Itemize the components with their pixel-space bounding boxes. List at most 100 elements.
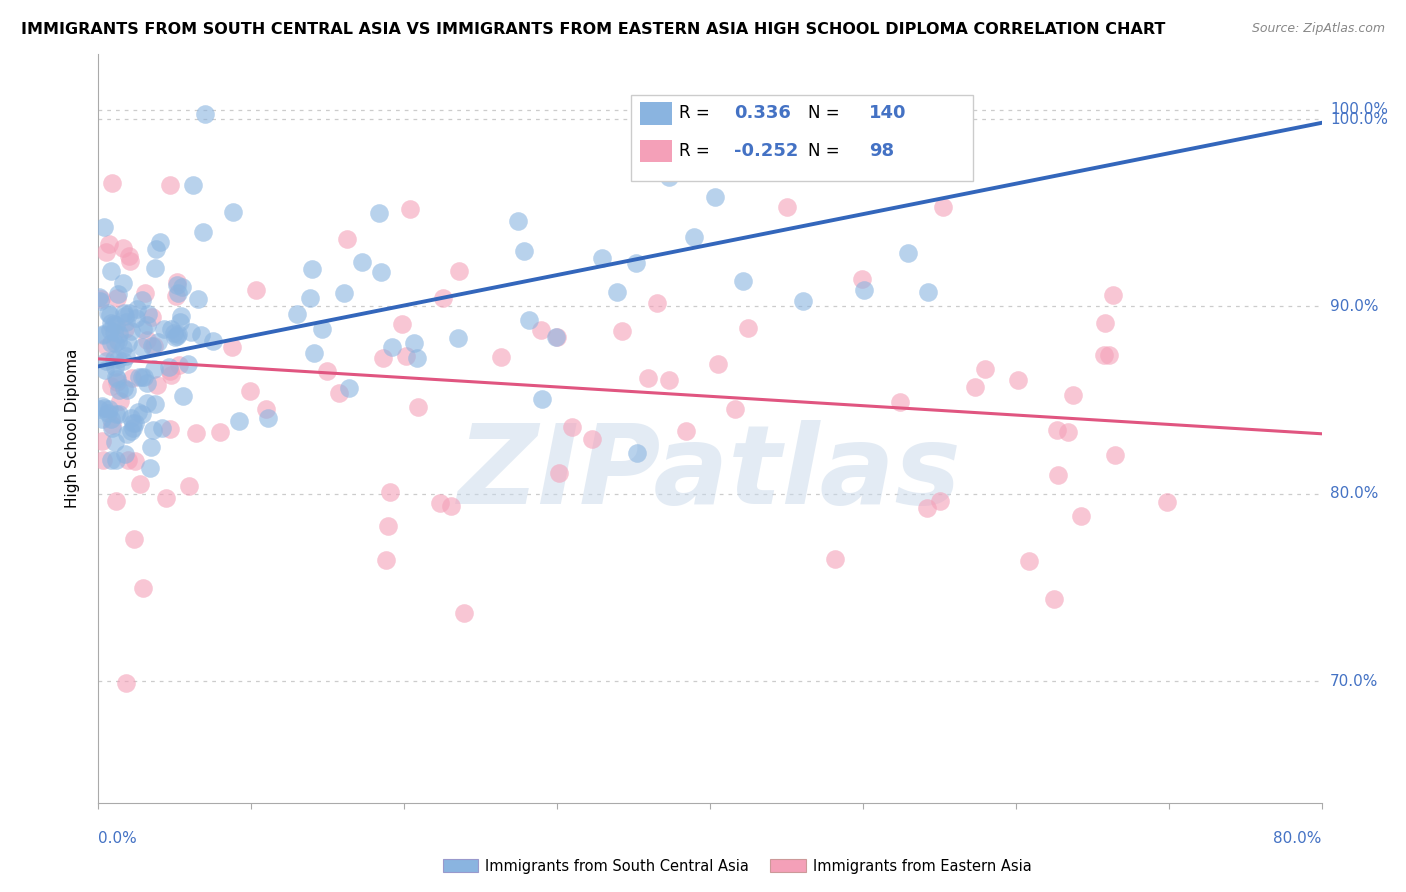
Point: [114, 322, 136, 336]
Point: [132, 322, 155, 336]
Point: [101, 418, 124, 433]
Point: [93, 452, 115, 467]
Point: [186, 425, 208, 440]
Text: Source: ZipAtlas.com: Source: ZipAtlas.com: [1251, 22, 1385, 36]
Point: [180, 326, 202, 340]
Point: [101, 421, 124, 435]
Point: [228, 414, 250, 428]
Point: [131, 369, 153, 384]
Point: [136, 318, 159, 333]
Point: [852, 283, 875, 297]
Point: [159, 178, 181, 193]
Point: [166, 328, 188, 343]
Point: [121, 371, 143, 385]
Point: [131, 293, 153, 307]
Point: [165, 289, 187, 303]
Point: [1094, 316, 1116, 330]
Point: [367, 205, 389, 219]
Point: [658, 373, 681, 387]
Point: [105, 371, 128, 385]
Point: [695, 103, 717, 117]
Point: [406, 400, 429, 414]
Point: [177, 479, 200, 493]
Point: [163, 330, 186, 344]
Point: [87, 402, 110, 417]
Point: [136, 307, 159, 321]
Point: [108, 407, 131, 421]
Point: [125, 310, 148, 325]
Point: [506, 214, 529, 228]
Point: [89, 290, 111, 304]
Point: [139, 461, 162, 475]
Point: [302, 345, 325, 359]
Point: [100, 412, 122, 426]
Point: [131, 340, 153, 354]
Point: [169, 315, 191, 329]
Point: [381, 340, 404, 354]
Point: [120, 324, 142, 338]
Point: [311, 322, 333, 336]
Point: [105, 375, 128, 389]
Point: [917, 285, 939, 300]
Point: [371, 351, 394, 365]
Point: [132, 582, 155, 596]
Point: [91, 327, 114, 342]
Point: [94, 244, 117, 259]
Point: [111, 241, 134, 255]
Point: [1018, 554, 1040, 568]
Point: [399, 202, 422, 216]
Point: [112, 381, 135, 395]
Point: [432, 291, 454, 305]
Point: [201, 334, 224, 348]
Text: 98: 98: [869, 142, 894, 160]
Point: [108, 384, 131, 398]
Point: [374, 553, 396, 567]
Point: [658, 169, 681, 184]
Point: [93, 401, 115, 415]
Point: [965, 380, 987, 394]
Point: [208, 425, 231, 439]
Point: [724, 402, 747, 417]
Point: [104, 435, 127, 450]
Point: [101, 176, 124, 190]
Point: [440, 499, 463, 513]
FancyBboxPatch shape: [640, 103, 672, 125]
Point: [222, 205, 245, 219]
Point: [136, 396, 159, 410]
Point: [166, 286, 188, 301]
Point: [517, 313, 540, 327]
Point: [905, 145, 928, 160]
Point: [112, 353, 135, 368]
Text: R =: R =: [679, 104, 716, 122]
Point: [117, 427, 139, 442]
Point: [103, 317, 125, 331]
Point: [1046, 467, 1069, 482]
Point: [135, 334, 157, 348]
Point: [181, 178, 204, 192]
Point: [624, 256, 647, 270]
Point: [128, 370, 150, 384]
Point: [105, 291, 128, 305]
Point: [127, 405, 149, 419]
Point: [120, 411, 142, 425]
Point: [146, 334, 169, 349]
Point: [141, 339, 163, 353]
Point: [91, 327, 114, 342]
Point: [221, 340, 243, 354]
Point: [932, 200, 955, 214]
Point: [114, 447, 136, 461]
Point: [89, 293, 111, 308]
Point: [453, 606, 475, 620]
Point: [377, 518, 399, 533]
Point: [626, 446, 648, 460]
Point: [1045, 423, 1067, 437]
Point: [172, 279, 194, 293]
Point: [143, 397, 166, 411]
Point: [90, 434, 112, 448]
Point: [645, 296, 668, 310]
Point: [159, 422, 181, 436]
Point: [120, 425, 142, 439]
Point: [177, 357, 200, 371]
Point: [100, 379, 122, 393]
Point: [1098, 348, 1121, 362]
